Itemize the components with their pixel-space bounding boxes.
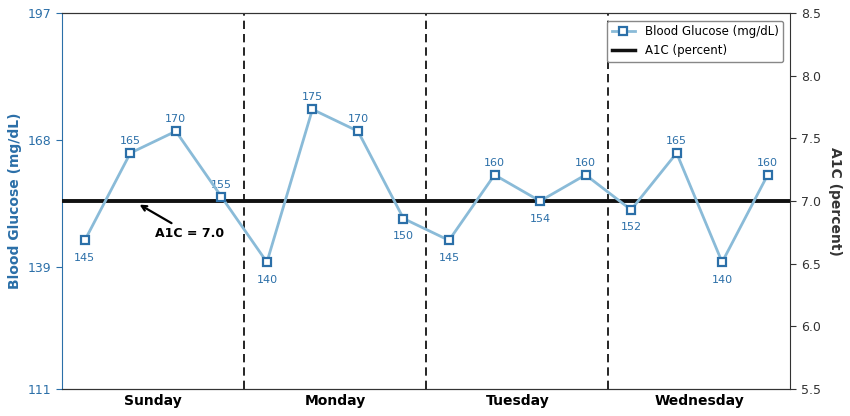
Text: 140: 140 — [711, 275, 733, 285]
Text: 154: 154 — [530, 213, 551, 223]
Text: A1C = 7.0: A1C = 7.0 — [142, 206, 224, 240]
Text: 155: 155 — [211, 180, 232, 190]
Text: 170: 170 — [348, 114, 369, 124]
Text: 145: 145 — [439, 253, 460, 263]
Legend: Blood Glucose (mg/dL), A1C (percent): Blood Glucose (mg/dL), A1C (percent) — [607, 21, 783, 62]
Text: 140: 140 — [257, 275, 277, 285]
Text: 160: 160 — [484, 158, 505, 168]
Text: 175: 175 — [302, 92, 323, 102]
Text: 170: 170 — [165, 114, 186, 124]
Y-axis label: Blood Glucose (mg/dL): Blood Glucose (mg/dL) — [8, 113, 22, 289]
Text: 152: 152 — [620, 222, 642, 232]
Text: 165: 165 — [666, 136, 687, 146]
Text: 150: 150 — [393, 231, 414, 241]
Text: 160: 160 — [757, 158, 778, 168]
Text: 160: 160 — [575, 158, 596, 168]
Text: 145: 145 — [74, 253, 95, 263]
Text: 165: 165 — [120, 136, 141, 146]
Y-axis label: A1C (percent): A1C (percent) — [828, 146, 842, 255]
